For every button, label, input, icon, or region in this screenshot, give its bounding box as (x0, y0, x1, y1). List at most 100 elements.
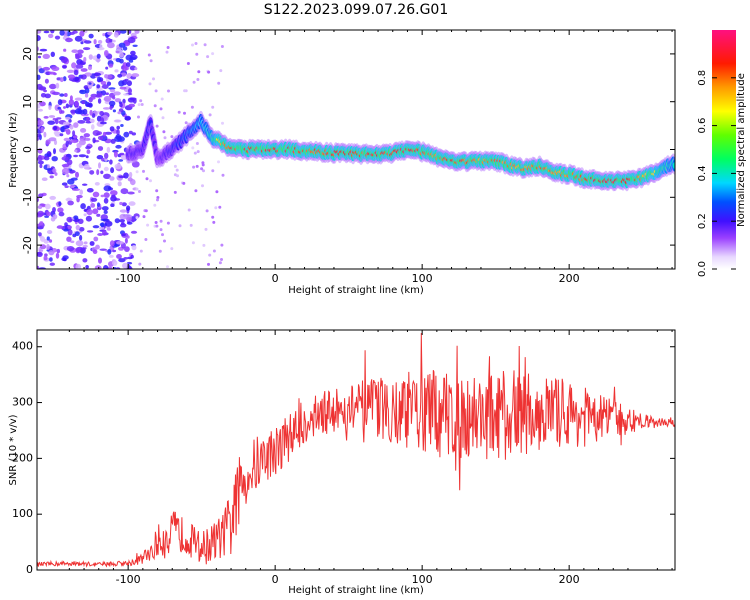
noise-cell (221, 121, 224, 125)
noise-cell (37, 35, 41, 42)
noise-cell (40, 236, 45, 242)
noise-cell (113, 31, 119, 38)
noise-cell (123, 131, 130, 138)
noise-cell (139, 99, 143, 103)
colorbar-tick-label: 0.4 (697, 165, 708, 181)
noise-cell (49, 83, 57, 90)
noise-cell (119, 152, 125, 156)
noise-cell (115, 144, 122, 149)
noise-cell (44, 215, 49, 218)
noise-cell (63, 106, 66, 109)
noise-cell (48, 33, 54, 39)
noise-cell (173, 190, 177, 194)
noise-cell (53, 130, 59, 135)
noise-cell (89, 241, 95, 246)
noise-cell (200, 167, 204, 171)
noise-cell (77, 120, 86, 124)
x-tick-label: 100 (412, 573, 433, 586)
colorbar-label: Normalized spectral amplitude (736, 73, 747, 227)
noise-cell (48, 105, 52, 110)
noise-cell (135, 170, 139, 174)
noise-cell (221, 173, 225, 177)
noise-cell (79, 89, 87, 95)
noise-cell (146, 223, 150, 227)
noise-cell (70, 109, 77, 114)
noise-cell (37, 205, 43, 210)
noise-cell (134, 30, 140, 34)
noise-cell (61, 182, 68, 186)
noise-cell (165, 50, 169, 54)
noise-cell (132, 98, 137, 104)
noise-cell (83, 40, 92, 44)
noise-cell (147, 53, 151, 57)
noise-cell (60, 110, 65, 114)
noise-cell (194, 42, 198, 45)
noise-cell (125, 62, 131, 68)
noise-cell (43, 89, 47, 93)
noise-cell (102, 107, 111, 110)
noise-cell (212, 220, 216, 224)
noise-cell (120, 124, 124, 127)
noise-cell (114, 119, 121, 123)
noise-cell (109, 240, 115, 247)
noise-cell (109, 100, 116, 107)
noise-cell (217, 81, 221, 85)
noise-cell (59, 77, 64, 83)
noise-cell (220, 243, 224, 247)
noise-cell (68, 99, 75, 106)
noise-cell (54, 35, 61, 40)
noise-cell (110, 167, 115, 174)
noise-cell (107, 42, 115, 49)
noise-cell (205, 209, 209, 213)
noise-cell (46, 230, 53, 234)
noise-cell (43, 116, 49, 119)
noise-cell (97, 39, 103, 44)
noise-cell (98, 162, 101, 169)
noise-cell (135, 187, 139, 191)
noise-cell (71, 62, 77, 69)
noise-cell (114, 163, 122, 170)
noise-cell (65, 197, 73, 202)
noise-cell (56, 248, 60, 254)
noise-cell (98, 257, 102, 264)
noise-cell (103, 166, 109, 172)
noise-cell (52, 91, 60, 96)
noise-cell (62, 121, 70, 126)
noise-cell (37, 103, 41, 109)
noise-cell (128, 103, 135, 108)
noise-cell (111, 39, 116, 43)
noise-cell (61, 156, 69, 161)
noise-cell (83, 133, 91, 138)
noise-cell (97, 146, 104, 151)
noise-cell (201, 161, 205, 165)
noise-cell (94, 182, 100, 186)
noise-cell (75, 224, 81, 231)
noise-cell (170, 135, 174, 139)
noise-cell (58, 211, 65, 217)
noise-cell (163, 239, 166, 243)
noise-cell (66, 236, 72, 242)
spectrogram-y-label: Frequency (Hz) (8, 112, 19, 188)
noise-cell (202, 169, 205, 173)
noise-cell (220, 258, 223, 261)
noise-cell (115, 50, 120, 54)
noise-cell (67, 225, 72, 229)
noise-cell (37, 148, 43, 154)
noise-cell (58, 201, 62, 207)
noise-cell (115, 134, 122, 140)
noise-cell (192, 80, 196, 84)
noise-cell (39, 164, 43, 169)
noise-cell (83, 241, 88, 245)
noise-cell (37, 136, 40, 141)
noise-cell (183, 89, 187, 93)
noise-cell (118, 108, 124, 113)
noise-cell (201, 163, 205, 167)
noise-cell (85, 103, 93, 108)
noise-cell (57, 207, 64, 213)
noise-cell (126, 216, 132, 222)
noise-cell (37, 30, 42, 34)
spectrogram-x-label: Height of straight line (km) (288, 285, 424, 296)
noise-cell (184, 121, 188, 125)
y-tick-label: 200 (12, 451, 33, 464)
noise-cell (109, 176, 115, 181)
